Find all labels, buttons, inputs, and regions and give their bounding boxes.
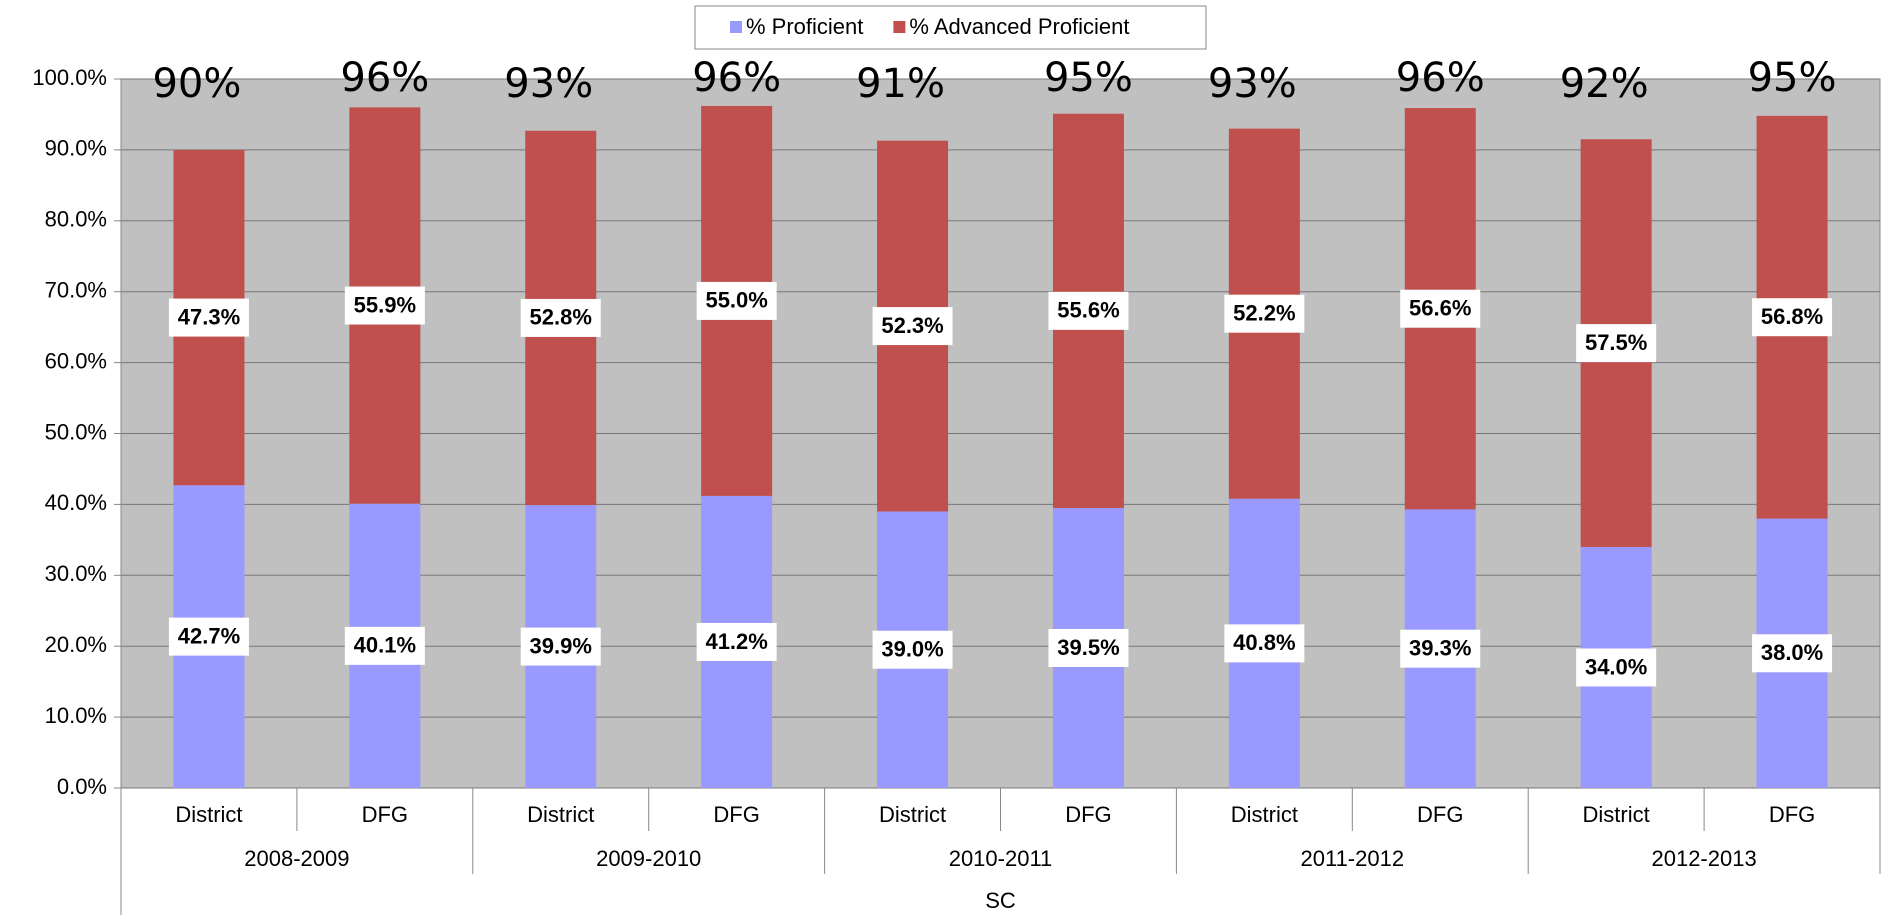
group-label: 2012-2013	[1651, 846, 1756, 871]
legend-swatch	[730, 21, 742, 33]
x-tick-label: District	[879, 802, 946, 827]
y-tick-label: 30.0%	[45, 561, 107, 586]
value-label: 39.3%	[1409, 635, 1471, 660]
group-label: 2008-2009	[244, 846, 349, 871]
y-tick-label: 70.0%	[45, 278, 107, 303]
total-label: 93%	[1208, 61, 1297, 107]
y-tick-label: 10.0%	[45, 703, 107, 728]
value-label: 34.0%	[1585, 654, 1647, 679]
total-label: 92%	[1560, 61, 1649, 107]
value-label-box	[520, 298, 601, 337]
value-label: 56.8%	[1761, 304, 1823, 329]
x-tick-label: District	[1583, 802, 1650, 827]
value-label-box	[696, 622, 777, 661]
value-label: 52.3%	[881, 313, 943, 338]
value-label: 41.2%	[705, 629, 767, 654]
group-label: 2011-2012	[1301, 846, 1405, 871]
value-label: 52.2%	[1233, 300, 1295, 325]
value-label-box	[1224, 624, 1305, 663]
x-tick-label: DFG	[713, 802, 759, 827]
total-label: 96%	[340, 55, 429, 101]
y-tick-label: 20.0%	[45, 632, 107, 657]
total-label: 91%	[856, 61, 945, 107]
value-label: 47.3%	[178, 304, 240, 329]
value-label: 39.0%	[881, 637, 943, 662]
value-label: 40.8%	[1233, 630, 1295, 655]
value-label-box	[872, 307, 953, 346]
y-tick-label: 60.0%	[45, 348, 107, 373]
y-tick-label: 80.0%	[45, 207, 107, 232]
x-tick-label: District	[1231, 802, 1298, 827]
value-label-box	[1048, 628, 1129, 667]
total-label: 93%	[504, 61, 593, 107]
value-label: 52.8%	[530, 305, 592, 330]
legend-label: % Proficient	[746, 14, 863, 39]
total-label: 95%	[1748, 55, 1837, 101]
value-label-box	[1576, 648, 1657, 687]
value-label: 57.5%	[1585, 330, 1647, 355]
super-category-label: SC	[985, 888, 1016, 913]
value-label-box	[1752, 634, 1833, 673]
legend-swatch	[893, 21, 906, 33]
group-label: 2010-2011	[949, 846, 1053, 871]
value-label: 39.5%	[1057, 635, 1119, 660]
value-label-box	[344, 286, 425, 325]
total-label: 96%	[1396, 55, 1485, 101]
value-label-box	[1400, 289, 1481, 328]
total-label: 90%	[152, 61, 241, 107]
value-label-box	[168, 617, 249, 656]
total-label: 96%	[692, 55, 781, 101]
value-label-box	[1048, 291, 1129, 330]
x-tick-label: District	[175, 802, 242, 827]
x-tick-label: DFG	[1417, 802, 1463, 827]
value-label-box	[872, 630, 953, 669]
x-tick-label: DFG	[362, 802, 408, 827]
value-label: 39.9%	[530, 633, 592, 658]
legend-label: % Advanced Proficient	[909, 14, 1129, 39]
legend-box	[694, 5, 1207, 50]
x-tick-label: DFG	[1065, 802, 1111, 827]
value-label: 55.0%	[705, 288, 767, 313]
group-label: 2009-2010	[596, 846, 701, 871]
value-label: 55.6%	[1057, 298, 1119, 323]
total-label: 95%	[1044, 55, 1133, 101]
value-label-box	[344, 626, 425, 665]
value-label-box	[696, 281, 777, 320]
value-label-box	[1576, 324, 1657, 363]
x-tick-label: DFG	[1769, 802, 1815, 827]
value-label-box	[520, 627, 601, 666]
value-label-box	[168, 298, 249, 337]
value-label: 40.1%	[354, 633, 416, 658]
y-tick-label: 50.0%	[45, 419, 107, 444]
value-label-box	[1224, 294, 1305, 333]
y-tick-label: 0.0%	[57, 774, 107, 799]
value-label-box	[1752, 298, 1833, 337]
y-tick-label: 40.0%	[45, 490, 107, 515]
y-tick-label: 100.0%	[32, 65, 107, 90]
y-tick-label: 90.0%	[45, 136, 107, 161]
value-label: 56.6%	[1409, 296, 1471, 321]
x-tick-label: District	[527, 802, 594, 827]
value-label-box	[1400, 629, 1481, 668]
value-label: 55.9%	[354, 292, 416, 317]
value-label: 38.0%	[1761, 640, 1823, 665]
value-label: 42.7%	[178, 623, 240, 648]
